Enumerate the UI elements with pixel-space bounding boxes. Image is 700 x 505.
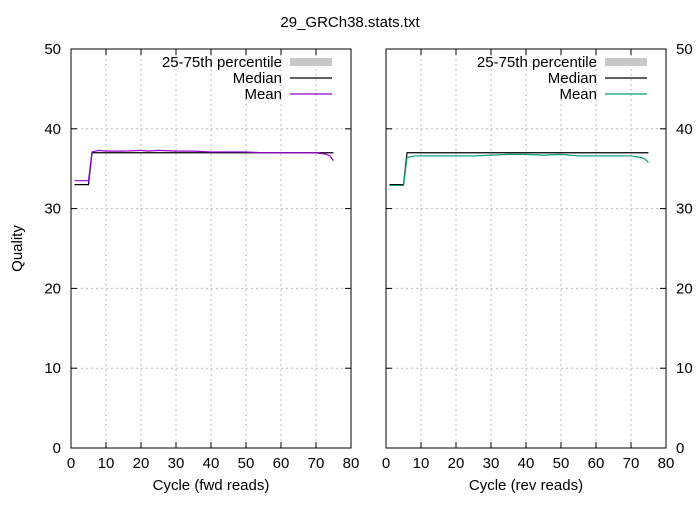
x-tick-label: 0 (67, 455, 75, 472)
x-tick-label: 20 (133, 455, 150, 472)
y-tick-label: 50 (44, 41, 61, 58)
legend-swatch-25-75th-percentile (290, 58, 332, 66)
x-axis-title: Cycle (fwd reads) (153, 477, 270, 494)
y-tick-label: 20 (676, 280, 693, 297)
x-axis-title: Cycle (rev reads) (469, 477, 583, 494)
legend-label-mean: Mean (244, 86, 282, 103)
x-tick-label: 60 (588, 455, 605, 472)
legend-label-median: Median (548, 70, 597, 87)
y-tick-label: 10 (44, 360, 61, 377)
x-tick-label: 80 (343, 455, 360, 472)
x-tick-label: 30 (168, 455, 185, 472)
y-tick-label: 30 (676, 201, 693, 218)
y-tick-label: 0 (676, 440, 684, 457)
y-tick-label: 40 (676, 121, 693, 138)
x-tick-label: 0 (382, 455, 390, 472)
y-tick-label: 50 (676, 41, 693, 58)
chart-panel-1: 0 10 20 30 40 50 60 70 80 0 10 20 30 40 50 Cycle (fwd r… (9, 41, 359, 494)
legend-label-mean: Mean (559, 86, 597, 103)
legend-label-25-75th-percentile: 25-75th percentile (162, 54, 282, 71)
plot-frame (70, 48, 352, 449)
x-tick-label: 70 (623, 455, 640, 472)
x-tick-label: 50 (238, 455, 255, 472)
y-axis-title: Quality (9, 225, 26, 272)
x-tick-label: 70 (308, 455, 325, 472)
legend-swatch-25-75th-percentile (605, 58, 647, 66)
x-tick-label: 60 (273, 455, 290, 472)
y-tick-label: 10 (676, 360, 693, 377)
series-line-mean (74, 149, 334, 182)
series-line-mean (389, 153, 649, 187)
plot-frame (385, 48, 667, 449)
y-tick-label: 40 (44, 121, 61, 138)
legend-label-25-75th-percentile: 25-75th percentile (477, 54, 597, 71)
x-tick-label: 10 (413, 455, 430, 472)
legend-label-median: Median (233, 70, 282, 87)
x-tick-label: 40 (518, 455, 535, 472)
y-tick-label: 0 (53, 440, 61, 457)
series-line-median (389, 152, 649, 186)
chart-title: 29_GRCh38.stats.txt (280, 14, 420, 31)
x-tick-label: 50 (553, 455, 570, 472)
x-tick-label: 80 (658, 455, 675, 472)
y-tick-label: 20 (44, 280, 61, 297)
x-tick-label: 40 (203, 455, 220, 472)
x-tick-label: 20 (448, 455, 465, 472)
x-tick-label: 30 (483, 455, 500, 472)
x-tick-label: 10 (98, 455, 115, 472)
y-tick-label: 30 (44, 201, 61, 218)
series-line-median (74, 152, 334, 186)
